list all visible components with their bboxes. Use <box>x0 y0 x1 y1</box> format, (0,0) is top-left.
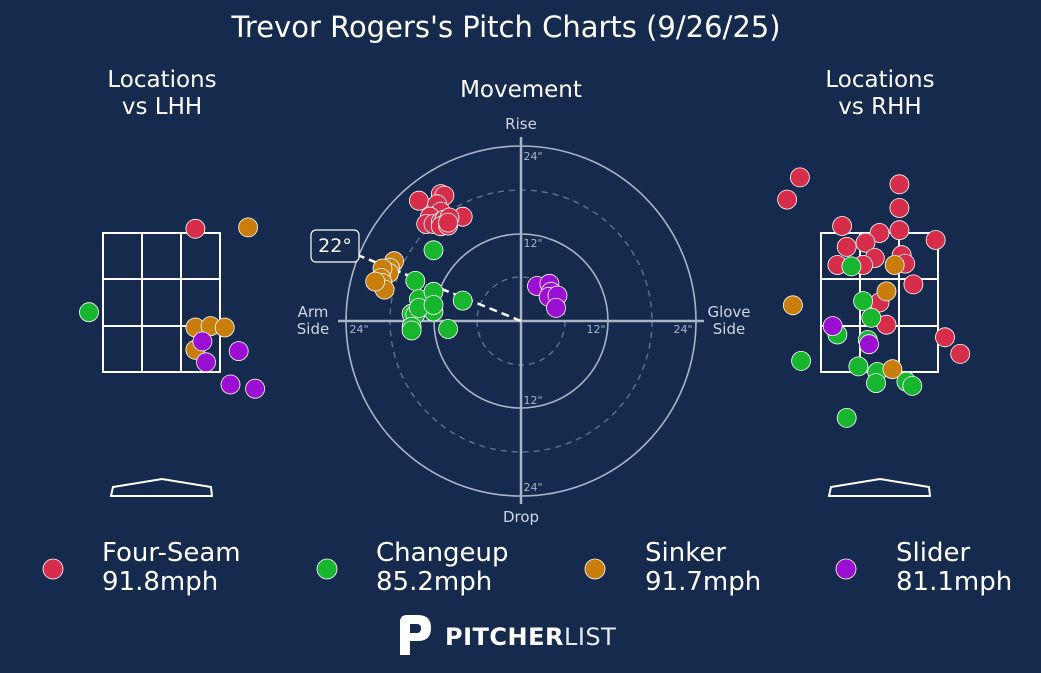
movement-pitch-changeup <box>401 320 422 341</box>
rhh-home-plate <box>827 477 932 497</box>
logo-light-text: LIST <box>564 623 616 651</box>
arm-angle-value: 22° <box>318 235 352 257</box>
legend-marker-sinker <box>584 558 606 580</box>
movement-pitch-changeup <box>423 295 444 315</box>
rhh-location-points <box>777 167 971 428</box>
legend-pitch-sinker: Sinker <box>645 538 726 568</box>
legend-marker-four-seam <box>42 558 64 580</box>
lhh-pitch-slider <box>220 374 241 395</box>
legend-speed-sinker: 91.7mph <box>645 567 761 597</box>
rhh-pitch-four-seam <box>869 223 890 243</box>
lhh-pitch-slider <box>228 341 249 362</box>
lhh-pitch-slider <box>245 378 266 399</box>
rhh-pitch-changeup <box>866 373 886 394</box>
lhh-panel-title-line2: vs LHH <box>122 94 202 120</box>
rhh-pitch-changeup <box>848 356 869 377</box>
rhh-pitch-sinker <box>882 359 903 380</box>
rhh-pitch-four-seam <box>889 174 910 195</box>
rhh-pitch-four-seam <box>935 327 955 348</box>
ring-tick-label: 24" <box>523 150 542 163</box>
arm-angle-badge <box>310 229 360 263</box>
movement-pitch-four-seam <box>408 190 429 211</box>
lhh-pitch-slider <box>196 352 216 373</box>
rhh-pitch-slider <box>859 334 879 355</box>
rhh-pitch-four-seam <box>855 232 876 253</box>
legend-speed-four-seam: 91.8mph <box>102 567 218 597</box>
movement-pitch-changeup <box>405 270 426 291</box>
ring-tick-label: 24" <box>349 323 368 336</box>
rhh-pitch-four-seam <box>950 343 971 364</box>
chart-title: Trevor Rogers's Pitch Charts (9/26/25) <box>230 10 780 44</box>
legend-speed-changeup: 85.2mph <box>376 567 492 597</box>
lhh-location-points <box>79 217 266 399</box>
rhh-pitch-four-seam <box>790 167 810 188</box>
rhh-pitch-sinker <box>884 255 905 275</box>
rhh-pitch-four-seam <box>836 236 857 257</box>
rhh-pitch-four-seam <box>777 189 797 210</box>
rhh-panel-title-line1: Locations <box>825 67 934 93</box>
logo-bold-text: PITCHER <box>445 623 564 651</box>
rhh-pitch-changeup <box>853 291 873 312</box>
legend-pitch-four-seam: Four-Seam <box>102 538 241 568</box>
movement-pitch-changeup <box>423 240 444 261</box>
movement-pitch-four-seam <box>438 212 459 233</box>
rhh-pitch-four-seam <box>889 198 910 218</box>
ring-tick-label: 24" <box>673 323 692 336</box>
movement-pitch-changeup <box>438 319 459 339</box>
rhh-pitch-changeup <box>791 350 811 371</box>
rhh-pitch-four-seam <box>925 230 946 250</box>
rhh-pitch-four-seam <box>832 216 852 236</box>
arm-side-label-line1: Arm <box>298 303 329 321</box>
rhh-pitch-four-seam <box>903 274 924 295</box>
legend-marker-slider <box>835 558 857 580</box>
rise-label: Rise <box>505 115 537 133</box>
rhh-pitch-changeup <box>902 375 923 396</box>
movement-panel-title: Movement <box>460 77 582 103</box>
rhh-pitch-sinker <box>876 281 897 302</box>
rhh-pitch-changeup <box>861 307 882 328</box>
legend-marker-changeup <box>316 558 338 580</box>
lhh-panel-title-line1: Locations <box>107 67 216 93</box>
lhh-pitch-changeup <box>79 302 99 323</box>
movement-points <box>365 184 568 341</box>
movement-pitch-changeup <box>452 290 473 311</box>
lhh-pitch-sinker <box>214 317 235 338</box>
ring-tick-label: 12" <box>523 394 542 407</box>
arm-side-label-line2: Side <box>297 320 329 338</box>
glove-side-label-line2: Side <box>713 320 745 338</box>
lhh-home-plate <box>109 477 214 497</box>
pitcherlist-wordmark: PITCHERLIST <box>445 623 616 651</box>
rhh-pitch-changeup <box>836 407 857 428</box>
lhh-zone-border <box>102 232 221 373</box>
lhh-pitch-sinker <box>238 217 259 238</box>
rhh-pitch-changeup <box>841 256 862 277</box>
lhh-pitch-slider <box>192 331 213 352</box>
ring-tick-label: 24" <box>523 481 542 494</box>
legend-pitch-changeup: Changeup <box>376 538 509 568</box>
legend-speed-slider: 81.1mph <box>896 567 1012 597</box>
pitcherlist-logo: PITCHERLIST <box>400 615 616 655</box>
glove-side-label-line1: Glove <box>707 303 750 321</box>
pitcherlist-logo-mark <box>400 615 431 655</box>
legend: Four-Seam 91.8mph Changeup 85.2mph Sinke… <box>42 538 1012 597</box>
rhh-panel-title-line2: vs RHH <box>838 94 921 120</box>
movement-pitch-slider <box>546 297 566 318</box>
rhh-pitch-sinker <box>783 295 803 316</box>
rhh-pitch-four-seam <box>889 220 910 241</box>
ring-tick-label: 12" <box>586 323 605 336</box>
ring-tick-label: 12" <box>523 237 542 250</box>
drop-label: Drop <box>503 508 539 526</box>
movement-pitch-sinker <box>365 271 386 292</box>
lhh-pitch-four-seam <box>185 218 206 239</box>
legend-pitch-slider: Slider <box>896 538 970 568</box>
rhh-pitch-slider <box>822 316 843 337</box>
